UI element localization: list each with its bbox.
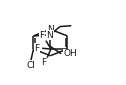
Text: N: N <box>46 31 53 40</box>
Text: F: F <box>41 58 46 67</box>
Text: F: F <box>35 44 40 53</box>
Text: OH: OH <box>64 49 77 58</box>
Text: N: N <box>47 25 54 34</box>
Text: F: F <box>40 31 45 40</box>
Text: Cl: Cl <box>27 61 35 70</box>
